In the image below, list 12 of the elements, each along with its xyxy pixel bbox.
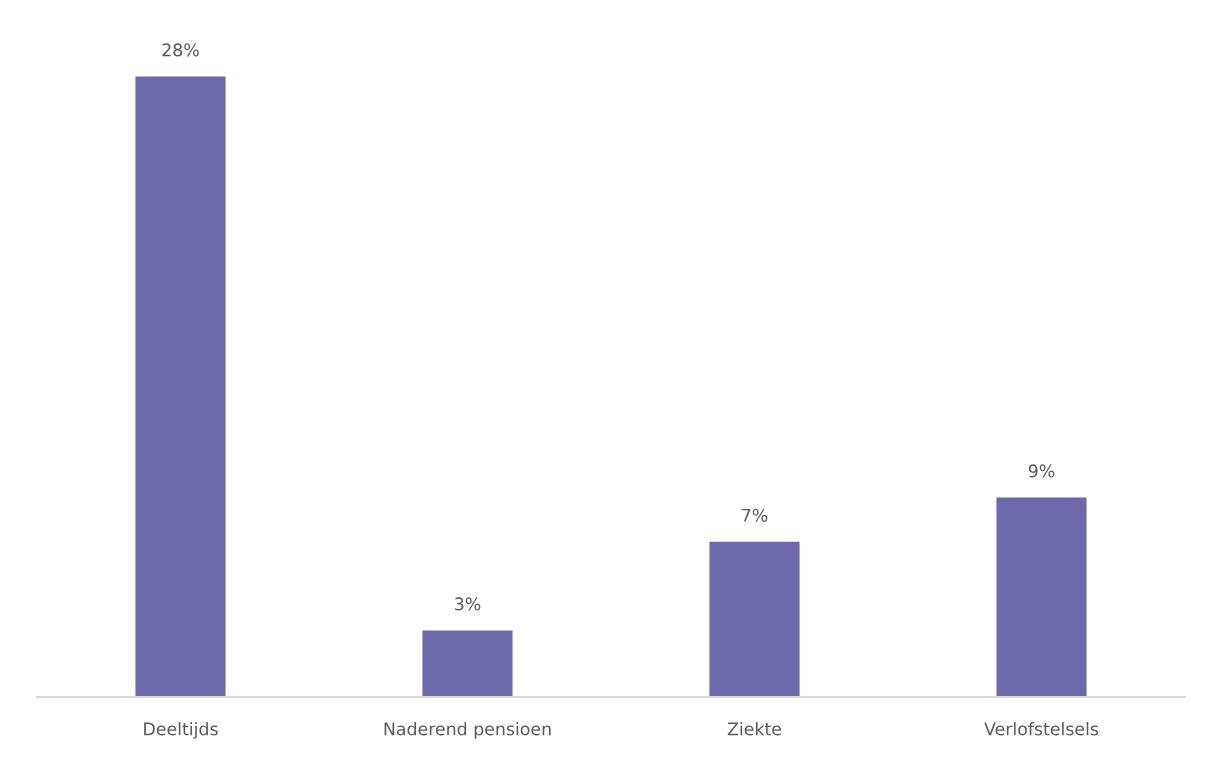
x-tick-label: Verlofstelsels xyxy=(984,722,1099,736)
bar xyxy=(422,630,513,697)
data-label: 3% xyxy=(455,597,481,611)
x-tick-label: Deeltijds xyxy=(144,722,218,739)
bar xyxy=(135,76,226,697)
bar xyxy=(996,497,1087,697)
x-tick-label: Naderend pensioen xyxy=(384,722,551,739)
data-label: 9% xyxy=(1028,464,1055,478)
bar xyxy=(709,541,800,697)
data-label: 7% xyxy=(742,508,768,522)
x-tick-label: Ziekte xyxy=(727,722,782,736)
data-label: 28% xyxy=(162,43,199,57)
